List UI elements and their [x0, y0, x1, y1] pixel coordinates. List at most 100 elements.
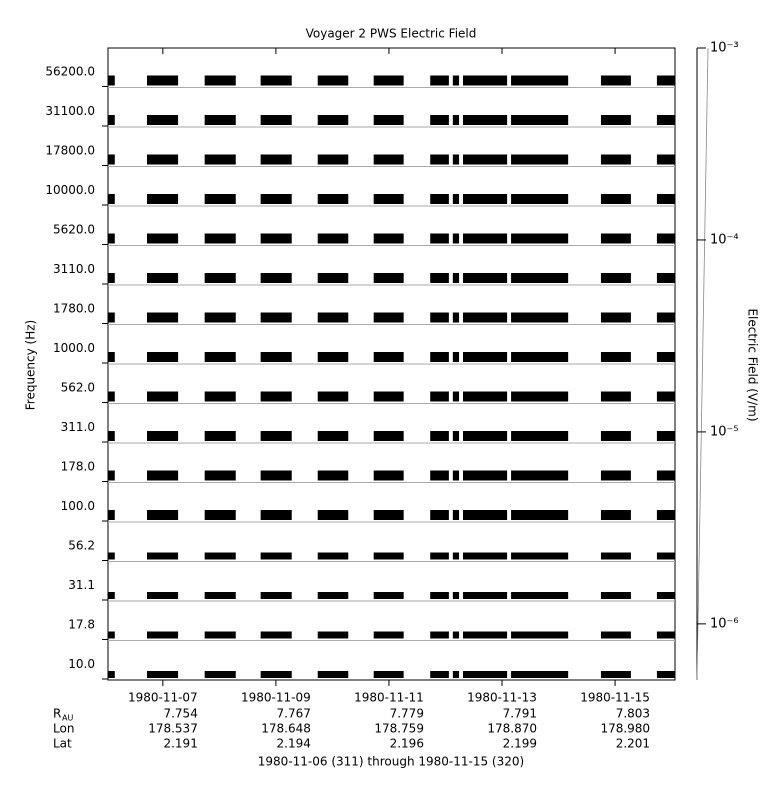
data-block: [317, 510, 349, 520]
data-block: [463, 194, 508, 204]
data-block: [317, 552, 349, 560]
x-tick-label: 1980-11-07: [128, 691, 198, 705]
data-block: [511, 631, 569, 639]
data-block: [317, 631, 349, 639]
data-block: [452, 391, 460, 402]
y-tick-label: 100.0: [61, 499, 95, 513]
data-block: [430, 510, 449, 520]
data-block: [317, 470, 349, 481]
data-block: [452, 75, 460, 86]
data-block: [600, 312, 631, 323]
data-block: [463, 352, 508, 362]
y-tick-label: 17800.0: [45, 143, 95, 157]
data-block: [463, 592, 508, 599]
data-block: [147, 75, 179, 86]
data-block: [656, 352, 675, 362]
data-block: [600, 510, 631, 520]
data-block: [511, 352, 569, 362]
y-tick-label: 56200.0: [45, 64, 95, 78]
data-block: [463, 431, 508, 441]
data-block: [463, 75, 508, 86]
data-block: [204, 154, 236, 165]
data-block: [108, 431, 115, 441]
data-block: [260, 75, 292, 86]
ephemeris-value: 2.201: [616, 737, 650, 751]
data-block: [204, 671, 236, 678]
data-block: [147, 115, 179, 125]
data-block: [463, 470, 508, 481]
data-block: [452, 233, 460, 244]
data-block: [430, 631, 449, 639]
data-block: [452, 312, 460, 323]
data-block: [656, 154, 675, 165]
data-block: [511, 115, 569, 125]
data-block: [656, 194, 675, 204]
data-block: [373, 75, 404, 86]
data-block: [147, 194, 179, 204]
y-tick-label: 1000.0: [53, 341, 95, 355]
data-block: [108, 115, 115, 125]
data-block: [317, 75, 349, 86]
data-block: [147, 391, 179, 402]
data-block: [511, 273, 569, 283]
data-block: [511, 75, 569, 86]
y-tick-label: 10.0: [68, 657, 95, 671]
data-block: [600, 273, 631, 283]
data-block: [260, 312, 292, 323]
data-block: [430, 233, 449, 244]
data-block: [108, 671, 115, 678]
data-block: [147, 431, 179, 441]
ephemeris-value: 2.191: [163, 737, 197, 751]
data-block: [204, 470, 236, 481]
data-block: [260, 233, 292, 244]
y-tick-label: 31.1: [68, 578, 95, 592]
data-block: [204, 273, 236, 283]
data-block: [452, 470, 460, 481]
data-block: [373, 470, 404, 481]
ephemeris-value: 7.803: [616, 707, 650, 721]
data-block: [260, 115, 292, 125]
data-block: [373, 592, 404, 599]
ephemeris-value: 2.199: [503, 737, 537, 751]
data-block: [511, 391, 569, 402]
data-block: [656, 631, 675, 639]
data-block: [108, 273, 115, 283]
data-block: [430, 75, 449, 86]
y-tick-label: 10000.0: [45, 183, 95, 197]
data-block: [317, 154, 349, 165]
data-block: [656, 431, 675, 441]
data-block: [600, 631, 631, 639]
ephemeris-value: 7.779: [390, 707, 424, 721]
data-block: [452, 552, 460, 560]
data-block: [430, 391, 449, 402]
data-block: [600, 470, 631, 481]
data-block: [600, 671, 631, 678]
data-block: [452, 154, 460, 165]
data-block: [656, 312, 675, 323]
x-tick-label: 1980-11-13: [467, 691, 537, 705]
data-block: [147, 552, 179, 560]
data-block: [108, 592, 115, 599]
data-block: [600, 391, 631, 402]
ephemeris-value: 178.980: [600, 722, 650, 736]
data-block: [108, 391, 115, 402]
data-block: [317, 391, 349, 402]
data-block: [430, 194, 449, 204]
data-block: [260, 592, 292, 599]
data-block: [656, 233, 675, 244]
data-block: [317, 233, 349, 244]
y-tick-label: 178.0: [61, 459, 95, 473]
y-tick-label: 31100.0: [45, 104, 95, 118]
ephemeris-label: Lat: [53, 737, 72, 751]
chart-title: Voyager 2 PWS Electric Field: [306, 27, 477, 41]
data-block: [511, 510, 569, 520]
data-block: [317, 312, 349, 323]
data-block: [373, 233, 404, 244]
data-block: [511, 552, 569, 560]
x-tick-label: 1980-11-09: [241, 691, 311, 705]
data-block: [373, 631, 404, 639]
data-block: [147, 592, 179, 599]
ephemeris-value: 2.196: [390, 737, 424, 751]
data-block: [260, 470, 292, 481]
data-block: [463, 273, 508, 283]
